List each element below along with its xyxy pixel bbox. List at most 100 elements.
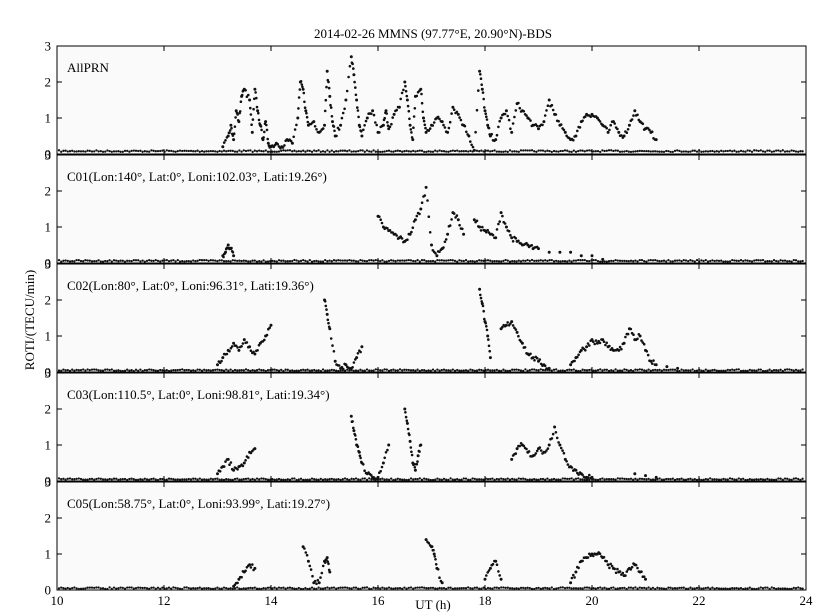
baseline-point bbox=[330, 586, 333, 589]
baseline-point bbox=[618, 477, 622, 480]
baseline-point bbox=[159, 149, 162, 153]
trail-point bbox=[572, 138, 575, 142]
baseline-point bbox=[198, 258, 201, 262]
panel-frame bbox=[56, 372, 807, 482]
trail-point bbox=[503, 222, 507, 225]
trail-point bbox=[454, 216, 457, 219]
data-point bbox=[467, 134, 471, 138]
baseline-point bbox=[568, 368, 571, 371]
baseline-point bbox=[535, 478, 538, 481]
baseline-point bbox=[590, 587, 593, 590]
baseline-point bbox=[310, 260, 314, 263]
baseline-point bbox=[581, 368, 584, 371]
baseline-point bbox=[537, 478, 540, 481]
baseline-point bbox=[555, 259, 558, 263]
baseline-point bbox=[684, 587, 688, 590]
baseline-point bbox=[181, 260, 184, 263]
baseline-point bbox=[68, 587, 72, 590]
baseline-point bbox=[71, 478, 74, 481]
baseline-point bbox=[775, 259, 778, 263]
baseline-point bbox=[211, 149, 215, 153]
baseline-point bbox=[497, 586, 501, 590]
baseline-point bbox=[126, 586, 129, 589]
trail-point bbox=[327, 562, 330, 566]
baseline-point bbox=[376, 368, 380, 371]
baseline-point bbox=[71, 586, 74, 590]
baseline-point bbox=[493, 586, 496, 589]
baseline-point bbox=[568, 259, 571, 262]
baseline-point bbox=[623, 150, 626, 153]
y-tick-label: 2 bbox=[45, 402, 52, 417]
baseline-point bbox=[189, 478, 193, 481]
baseline-point bbox=[680, 259, 683, 263]
trail-point bbox=[247, 93, 250, 97]
baseline-point bbox=[497, 260, 501, 263]
trail-point bbox=[399, 235, 403, 238]
trail-point bbox=[327, 321, 330, 325]
baseline-point bbox=[348, 587, 351, 590]
baseline-point bbox=[427, 478, 430, 481]
baseline-point bbox=[143, 586, 146, 590]
baseline-point bbox=[412, 369, 415, 372]
baseline-point bbox=[258, 368, 261, 371]
baseline-point bbox=[759, 586, 762, 589]
baseline-point bbox=[324, 258, 327, 262]
trail-point bbox=[646, 353, 650, 357]
baseline-point bbox=[427, 369, 430, 372]
baseline-point bbox=[216, 368, 219, 371]
baseline-point bbox=[788, 259, 791, 263]
trail-point bbox=[618, 570, 622, 573]
data-point bbox=[224, 250, 227, 254]
baseline-point bbox=[247, 260, 250, 263]
baseline-point bbox=[570, 150, 573, 154]
baseline-point bbox=[86, 149, 89, 152]
baseline-point bbox=[60, 260, 63, 263]
baseline-point bbox=[462, 150, 465, 153]
baseline-point bbox=[621, 369, 624, 372]
trail-point bbox=[487, 126, 491, 130]
baseline-point bbox=[632, 478, 635, 481]
baseline-point bbox=[95, 259, 98, 263]
baseline-point bbox=[249, 149, 252, 152]
data-point bbox=[472, 148, 476, 152]
baseline-point bbox=[374, 587, 377, 590]
baseline-point bbox=[317, 260, 320, 263]
baseline-point bbox=[403, 150, 406, 153]
trail-point bbox=[518, 444, 522, 448]
baseline-point bbox=[218, 259, 221, 262]
baseline-point bbox=[669, 477, 672, 481]
data-point bbox=[446, 130, 450, 134]
trail-point bbox=[577, 473, 580, 476]
baseline-point bbox=[321, 587, 325, 590]
trail-point bbox=[576, 355, 579, 359]
data-point bbox=[304, 109, 308, 113]
baseline-point bbox=[621, 259, 624, 263]
trail-point bbox=[313, 579, 317, 583]
trail-point bbox=[584, 115, 587, 118]
trail-point bbox=[250, 123, 253, 126]
trail-point bbox=[383, 456, 387, 460]
baseline-point bbox=[654, 478, 657, 481]
baseline-point bbox=[236, 259, 239, 263]
baseline-point bbox=[66, 586, 69, 590]
data-point bbox=[486, 334, 490, 338]
baseline-point bbox=[456, 260, 459, 263]
data-point bbox=[547, 443, 551, 447]
baseline-point bbox=[385, 368, 388, 371]
baseline-point bbox=[574, 259, 578, 262]
baseline-point bbox=[117, 150, 120, 153]
data-point bbox=[590, 475, 594, 479]
baseline-point bbox=[506, 259, 509, 262]
data-point bbox=[323, 123, 326, 127]
baseline-point bbox=[225, 260, 228, 263]
baseline-point bbox=[781, 259, 784, 262]
baseline-point bbox=[361, 586, 364, 589]
baseline-point bbox=[189, 149, 193, 153]
trail-point bbox=[239, 100, 243, 103]
baseline-point bbox=[420, 368, 424, 372]
baseline-point bbox=[654, 258, 657, 262]
y-tick-label: 1 bbox=[45, 220, 52, 235]
baseline-point bbox=[238, 259, 241, 262]
data-point bbox=[264, 120, 268, 124]
baseline-point bbox=[777, 260, 780, 263]
